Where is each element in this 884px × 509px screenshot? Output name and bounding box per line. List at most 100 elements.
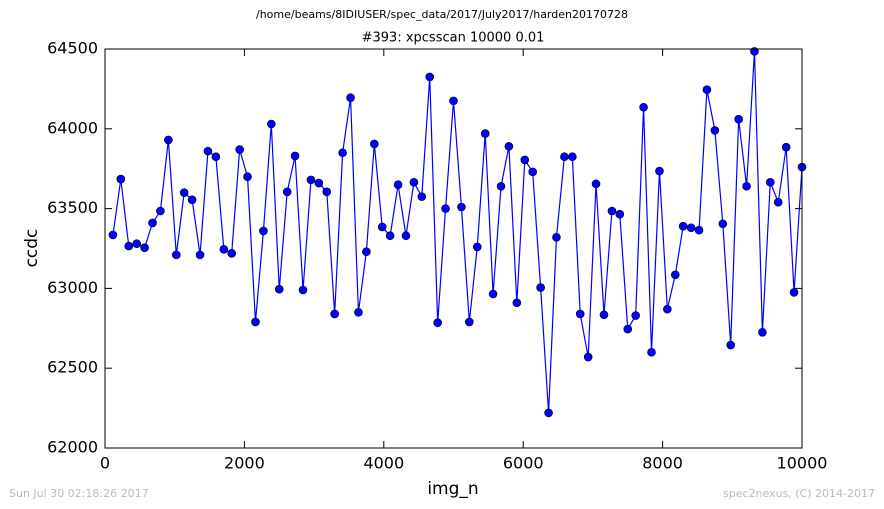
data-point [116, 174, 126, 184]
data-point [607, 206, 617, 216]
data-point [330, 309, 339, 319]
data-point [631, 311, 640, 320]
x-axis-label: img_n [427, 479, 478, 499]
y-tick-label: 64000 [47, 118, 98, 137]
data-point [219, 244, 229, 254]
data-point [393, 180, 403, 189]
data-point [441, 204, 450, 213]
data-point [702, 85, 712, 94]
y-tick-label: 63500 [47, 198, 98, 217]
y-tick-label: 63000 [47, 278, 98, 297]
data-point [686, 223, 696, 233]
data-point [670, 270, 680, 280]
data-point [282, 187, 292, 197]
data-point [227, 248, 237, 258]
data-point [457, 202, 466, 212]
data-point [124, 241, 134, 251]
x-tick-label: 0 [100, 454, 110, 473]
data-point [203, 146, 213, 156]
x-tick-label: 2000 [224, 454, 265, 473]
y-tick-label: 64500 [47, 39, 98, 58]
data-point [694, 225, 704, 235]
data-point [465, 317, 474, 327]
data-point [726, 340, 735, 350]
data-point [362, 247, 371, 256]
data-point [179, 188, 189, 197]
footer-timestamp: Sun Jul 30 02:18:26 2017 [9, 487, 149, 500]
data-point [472, 242, 482, 252]
data-point [401, 231, 411, 241]
data-point [758, 327, 767, 337]
data-point [274, 284, 284, 294]
data-point [195, 250, 205, 260]
data-point [512, 298, 522, 308]
data-point [235, 145, 244, 154]
data-point [647, 347, 656, 357]
y-tick-label: 62000 [47, 438, 98, 457]
data-point [734, 114, 743, 124]
data-point [433, 318, 442, 328]
data-point [417, 192, 427, 201]
data-point [583, 352, 593, 362]
data-point [560, 152, 569, 162]
data-point [678, 221, 688, 231]
data-point [172, 250, 181, 260]
data-point [132, 239, 142, 249]
data-point [267, 119, 276, 129]
data-point [599, 310, 609, 320]
data-point [520, 155, 530, 165]
data-point [528, 167, 537, 177]
data-point [544, 408, 553, 418]
data-point [623, 324, 633, 334]
data-point [639, 102, 648, 112]
data-point [655, 166, 664, 176]
footer-credit: spec2nexus, (C) 2014-2017 [723, 487, 875, 500]
data-point [663, 304, 672, 314]
data-point [496, 181, 506, 191]
plot-frame [104, 48, 803, 449]
data-point [354, 308, 363, 317]
data-point [156, 206, 165, 216]
data-point [409, 177, 419, 187]
data-point [377, 222, 387, 232]
data-point [575, 309, 585, 319]
data-point [140, 243, 149, 253]
chart-title: #393: xpcsscan 10000 0.01 [362, 31, 545, 46]
data-point [370, 139, 379, 149]
data-point [718, 219, 728, 229]
data-point [789, 288, 799, 297]
data-point [480, 129, 490, 138]
y-tick-label: 62500 [47, 358, 98, 377]
data-point [346, 93, 355, 102]
x-tick-label: 6000 [503, 454, 544, 473]
data-point [338, 148, 347, 158]
data-point [187, 195, 197, 205]
y-axis-label: ccdc [22, 229, 42, 268]
x-tick-label: 4000 [363, 454, 404, 473]
data-point [591, 179, 601, 189]
data-point [615, 209, 625, 219]
data-point [251, 317, 260, 327]
data-point [504, 142, 514, 151]
data-point [259, 226, 268, 236]
data-point [243, 172, 252, 181]
data-point [425, 72, 435, 82]
data-point [306, 175, 316, 185]
data-point [536, 283, 545, 292]
data-point [148, 218, 157, 228]
data-point [449, 96, 458, 106]
x-tick-label: 8000 [642, 454, 683, 473]
data-point [385, 231, 395, 241]
data-point [322, 187, 332, 197]
data-point [710, 126, 720, 135]
data-point [108, 230, 118, 240]
data-point [781, 142, 791, 152]
suptitle: /home/beams/8IDIUSER/spec_data/2017/July… [256, 8, 628, 21]
data-point [765, 177, 775, 187]
data-point [211, 152, 221, 162]
data-point [298, 285, 308, 295]
data-point [290, 151, 300, 161]
data-point [773, 197, 783, 207]
data-point [314, 178, 324, 188]
